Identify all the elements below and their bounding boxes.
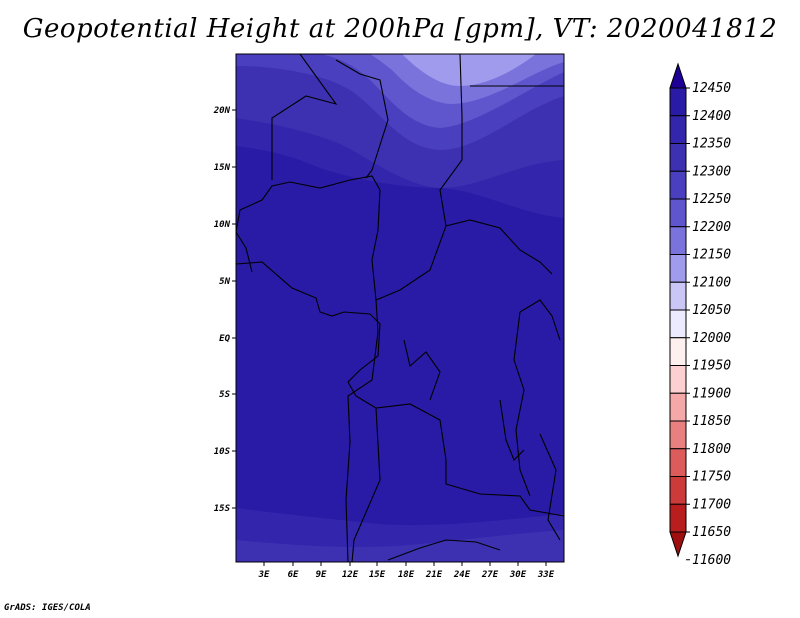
- colorbar-label: 11750: [692, 470, 731, 485]
- colorbar-box: [669, 503, 687, 533]
- grads-credit: GrADS: IGES/COLA: [4, 603, 91, 613]
- lat-label-5s: 5S: [219, 390, 230, 400]
- colorbar-box: [669, 143, 687, 172]
- colorbar-label: 12300: [692, 164, 731, 179]
- colorbar-box: [669, 337, 687, 366]
- band-12150: [402, 54, 536, 86]
- colorbar-label: 12150: [692, 248, 731, 263]
- colorbar-box: [669, 392, 687, 422]
- colorbar-box: [669, 198, 687, 228]
- colorbar-label: 12050: [692, 303, 731, 318]
- lat-label-15n: 15N: [214, 163, 231, 173]
- lat-label-eq: EQ: [219, 334, 230, 344]
- colorbar-label: 11950: [692, 359, 731, 374]
- colorbar-label: 12000: [692, 331, 731, 346]
- colorbar-label: 12100: [692, 275, 731, 290]
- colorbar-box: [669, 309, 687, 339]
- lon-label-27e: 27E: [481, 570, 499, 580]
- colorbar-label: 12400: [692, 109, 731, 124]
- lon-label-6e: 6E: [288, 570, 299, 580]
- height-field: [236, 54, 564, 562]
- lon-label-3e: 3E: [258, 570, 270, 580]
- colorbar-box: [669, 365, 687, 394]
- colorbar: 12450 12400 12350 12300 12250 12200 12150 12100…: [669, 62, 731, 568]
- colorbar-box: [669, 476, 687, 505]
- colorbar-label: 12250: [692, 192, 731, 207]
- country-borders: [236, 54, 564, 562]
- colorbar-bottom-arrow: [669, 531, 687, 558]
- colorbar-top-arrow: [669, 62, 687, 89]
- map-frame: [235, 53, 565, 563]
- colorbar-box: [669, 226, 687, 255]
- map-title: Geopotential Height at 200hPa [gpm], VT:…: [22, 14, 778, 44]
- colorbar-label: 11850: [692, 414, 731, 429]
- colorbar-label: 11900: [692, 386, 731, 401]
- latitude-axis: 20N 15N 10N 5N EQ 5S 10S 15S: [213, 106, 236, 514]
- lon-label-9e: 9E: [316, 570, 327, 580]
- lat-label-10s: 10S: [214, 447, 231, 457]
- lon-label-21e: 21E: [425, 570, 443, 580]
- lon-label-30e: 30E: [509, 570, 527, 580]
- colorbar-box: [669, 87, 687, 117]
- colorbar-label: 12450: [692, 81, 731, 96]
- colorbar-box: [669, 281, 687, 311]
- colorbar-box: [669, 448, 687, 477]
- longitude-axis: 3E 6E 9E 12E 15E 18E 21E 24E 27E 30E 33E: [258, 562, 555, 580]
- lon-label-24e: 24E: [453, 570, 471, 580]
- lat-label-10n: 10N: [214, 220, 231, 230]
- colorbar-label: 12200: [692, 220, 731, 235]
- colorbar-label: 11700: [692, 497, 731, 512]
- colorbar-label: 11650: [692, 525, 731, 540]
- colorbar-box: [669, 170, 687, 200]
- lat-label-15s: 15S: [214, 504, 231, 514]
- lon-label-33e: 33E: [537, 570, 555, 580]
- lon-label-18e: 18E: [398, 570, 415, 580]
- colorbar-box: [669, 115, 687, 144]
- colorbar-box: [669, 254, 687, 283]
- lon-label-15e: 15E: [369, 570, 386, 580]
- lat-label-20n: 20N: [213, 106, 231, 116]
- colorbar-label: 12350: [692, 137, 731, 152]
- colorbar-label: 11600: [692, 553, 731, 568]
- colorbar-box: [669, 420, 687, 450]
- lon-label-12e: 12E: [342, 570, 359, 580]
- colorbar-label: 11800: [692, 442, 731, 457]
- lat-label-5n: 5N: [219, 277, 230, 287]
- band-south-12350: [236, 530, 564, 562]
